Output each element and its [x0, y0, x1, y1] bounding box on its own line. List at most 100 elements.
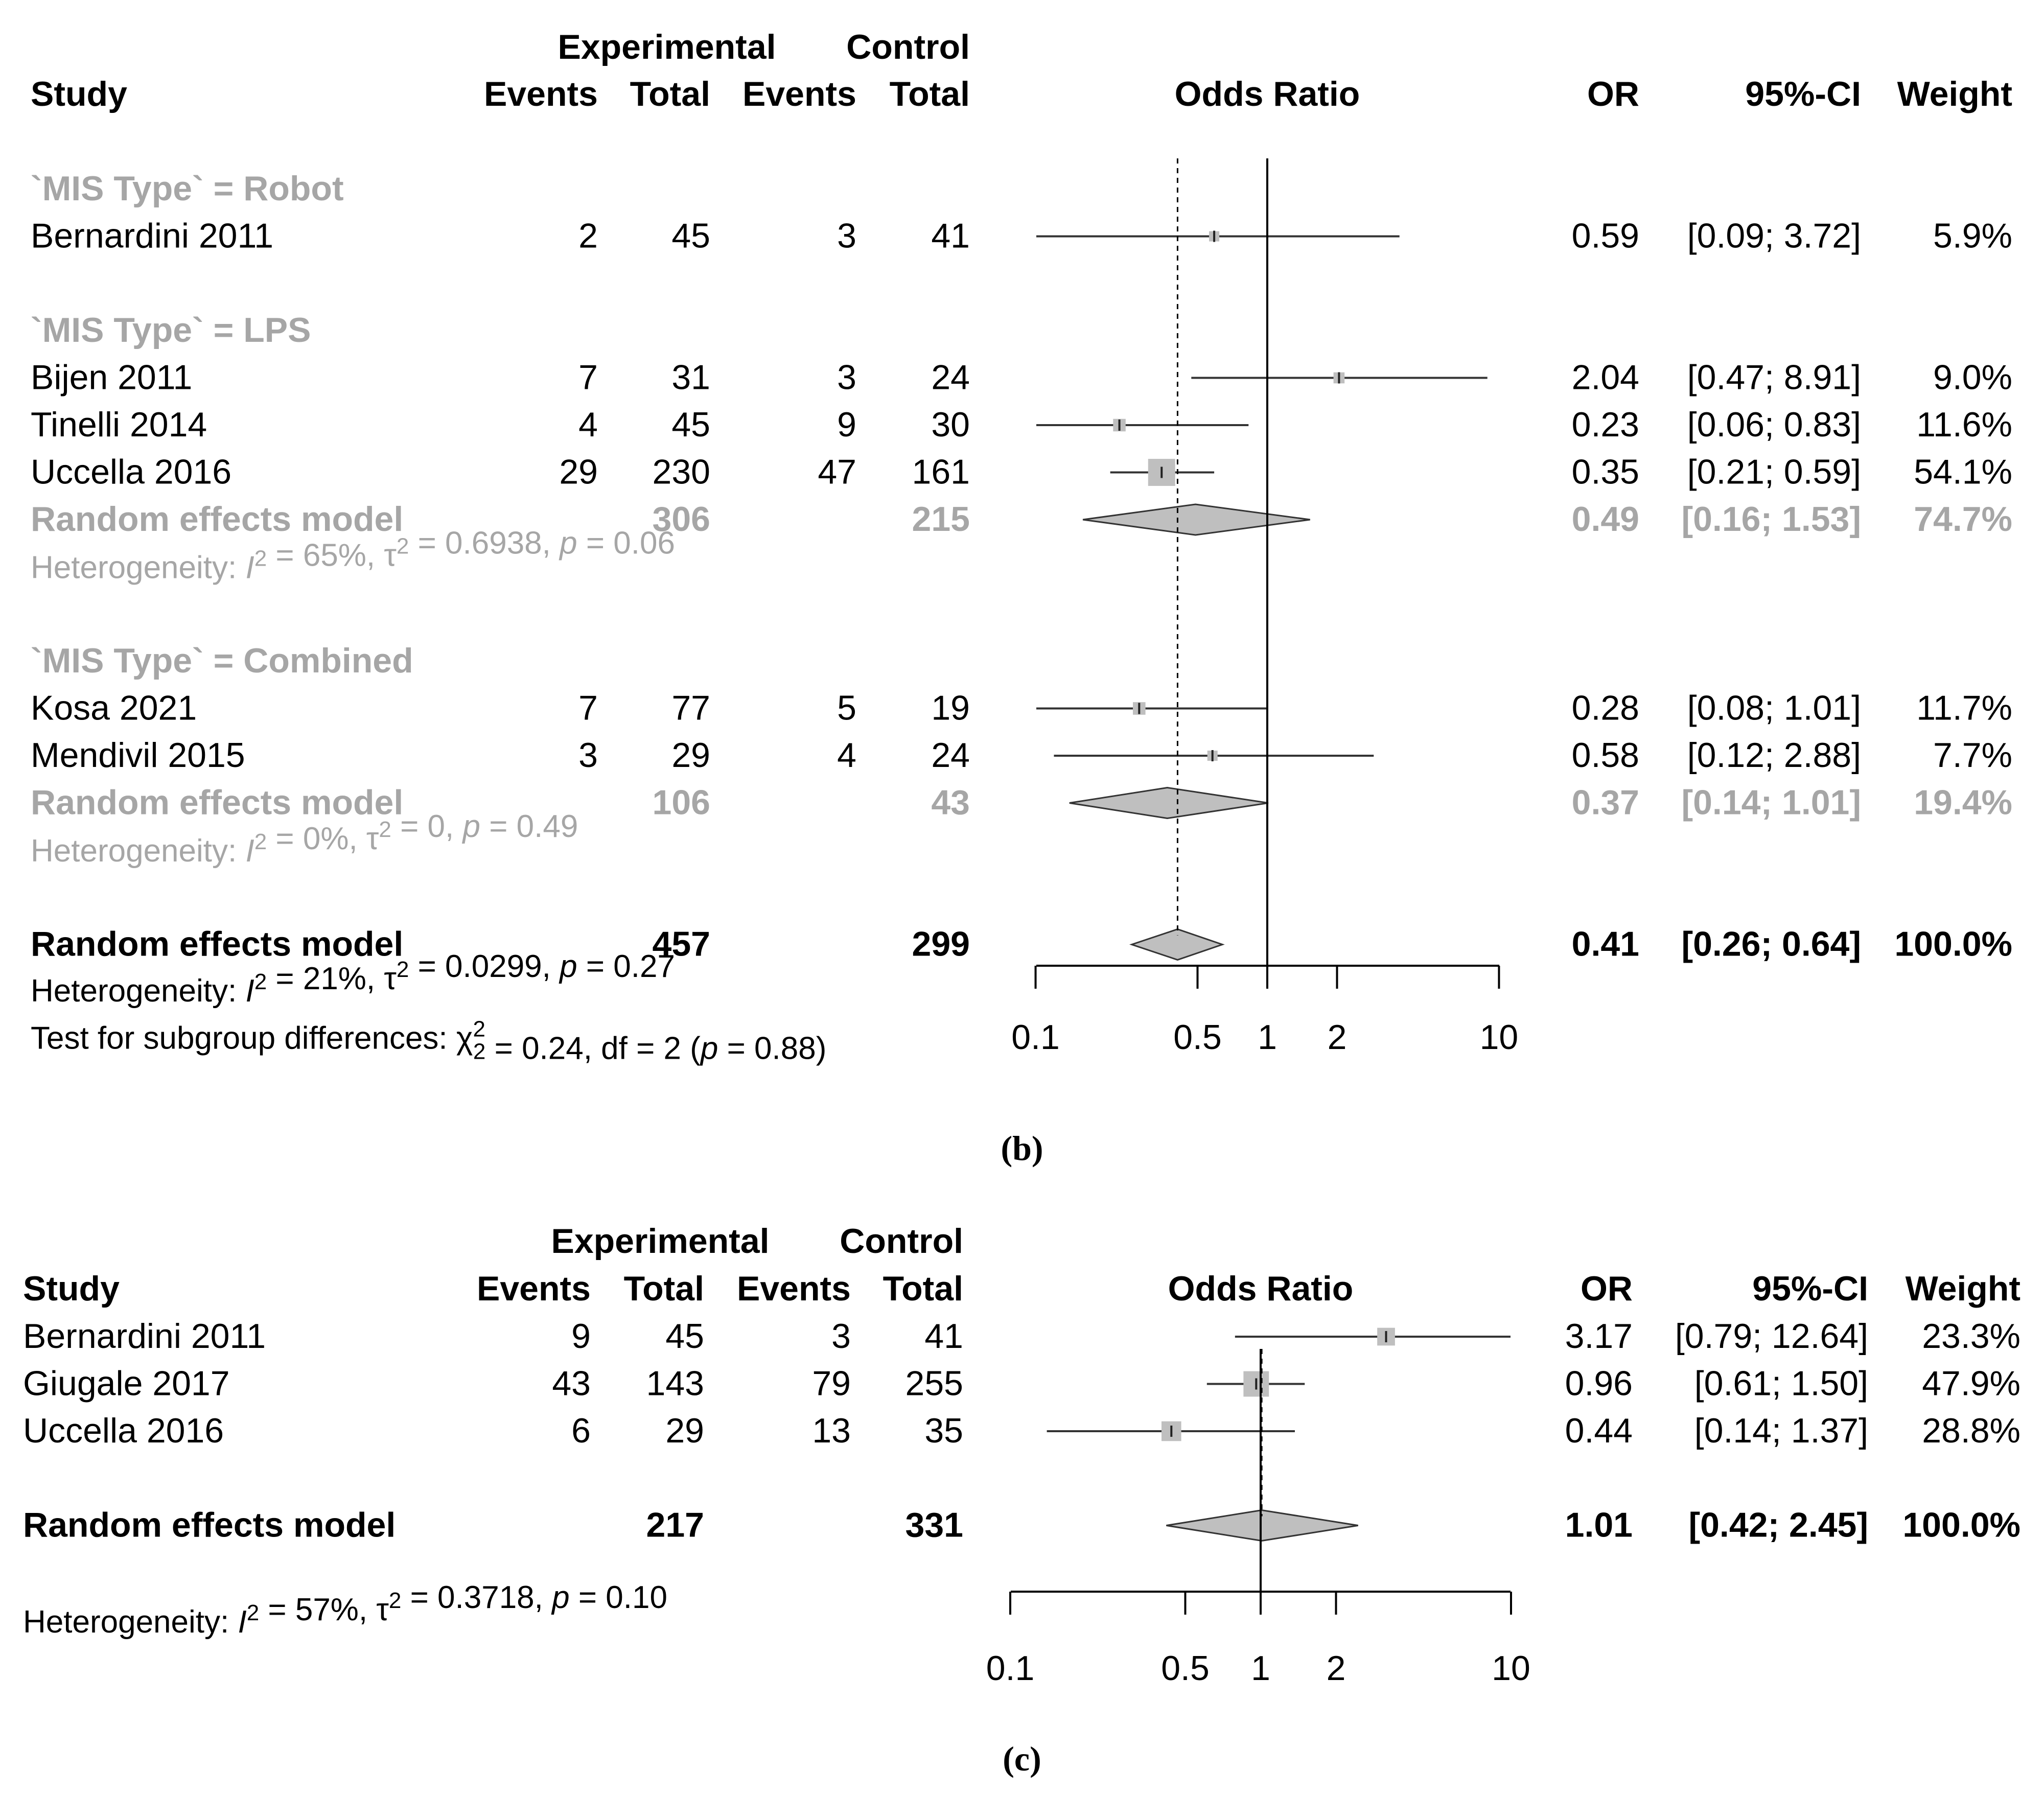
ctrl-total: 255 — [905, 1364, 963, 1403]
footer-part: 2 — [389, 1588, 401, 1613]
exp-total: 31 — [671, 358, 710, 397]
footer-part: Heterogeneity: — [23, 1604, 238, 1640]
ctrl-total: 161 — [912, 453, 970, 492]
ci-header: 95%-CI — [1745, 75, 1861, 113]
exp-events: 4 — [578, 405, 598, 444]
exp-events-header: Events — [484, 75, 598, 113]
exp-total-header: Total — [624, 1269, 704, 1308]
or-value: 0.96 — [1565, 1364, 1633, 1403]
exp-events: 6 — [571, 1411, 591, 1450]
weight-value: 100.0% — [1902, 1506, 2020, 1545]
or-value: 0.44 — [1565, 1411, 1633, 1450]
ci-value: [0.42; 2.45] — [1688, 1506, 1868, 1545]
weight-value: 11.7% — [1916, 689, 2012, 728]
or-value: 0.41 — [1572, 925, 1639, 964]
ctrl-total: 24 — [931, 358, 970, 397]
or-value: 0.58 — [1572, 736, 1639, 775]
exp-total: 306 — [653, 500, 710, 539]
study-name: Uccella 2016 — [23, 1411, 224, 1450]
ci-value: [0.26; 0.64] — [1681, 925, 1861, 964]
ci-value: [0.61; 1.50] — [1694, 1364, 1868, 1403]
ctrl-total: 41 — [924, 1317, 963, 1356]
ctrl-events: 13 — [812, 1411, 851, 1450]
subgroup-heterogeneity-part: p — [559, 526, 577, 561]
ci-header: 95%-CI — [1752, 1269, 1868, 1308]
experimental-header: Experimental — [558, 28, 776, 66]
or-value: 1.01 — [1565, 1506, 1633, 1545]
weight-value: 11.6% — [1916, 405, 2012, 444]
subgroup-heterogeneity-part: 2 — [379, 817, 391, 842]
x-axis-tick-label: 1 — [1251, 1649, 1270, 1688]
weight-header: Weight — [1906, 1269, 2020, 1308]
or-value: 2.04 — [1572, 358, 1639, 397]
overall-heterogeneity: Heterogeneity: I2 = 57%, τ2 = 0.3718, p … — [23, 1580, 667, 1640]
exp-events: 29 — [559, 453, 598, 492]
weight-value: 74.7% — [1914, 500, 2012, 539]
or-value: 0.59 — [1572, 217, 1639, 255]
footer-part: = 0.24, df = 2 ( — [485, 1031, 701, 1066]
ctrl-events-header: Events — [742, 75, 856, 113]
weight-value: 54.1% — [1914, 453, 2012, 492]
exp-total: 45 — [671, 217, 710, 255]
footer-part: = 0.10 — [570, 1580, 667, 1615]
ctrl-total: 35 — [924, 1411, 963, 1450]
exp-events: 2 — [578, 217, 598, 255]
overall-heterogeneity: Test for subgroup differences: χ2 2 = 0.2… — [31, 1017, 826, 1066]
subgroup-heterogeneity-part: I — [245, 833, 254, 869]
x-axis-tick-label: 2 — [1328, 1018, 1347, 1057]
ctrl-events: 3 — [831, 1317, 851, 1356]
footer-part: 2 — [473, 1039, 485, 1064]
weight-value: 47.9% — [1922, 1364, 2020, 1403]
subgroup-label: `MIS Type` = LPS — [31, 311, 311, 349]
exp-total: 29 — [671, 736, 710, 775]
or-value: 0.49 — [1572, 500, 1639, 539]
exp-events-header: Events — [477, 1269, 591, 1308]
subgroup-heterogeneity-part: I — [245, 550, 254, 586]
or-header: OR — [1581, 1269, 1633, 1308]
or-value: 0.28 — [1572, 689, 1639, 728]
subgroup-heterogeneity-part: = 0.49 — [480, 809, 578, 844]
ci-value: [0.14; 1.37] — [1694, 1411, 1868, 1450]
subgroup-heterogeneity-part: = 65%, τ — [267, 538, 397, 573]
exp-total: 29 — [665, 1411, 704, 1450]
footer-part: = 0.3718, — [401, 1580, 552, 1615]
footer-part: Test for subgroup differences: χ — [31, 1021, 473, 1056]
ci-value: [0.08; 1.01] — [1687, 689, 1861, 728]
x-axis-tick-label: 2 — [1327, 1649, 1346, 1688]
footer-part: p — [700, 1031, 718, 1066]
footer-part: I — [245, 973, 254, 1009]
footer-part: I — [238, 1604, 246, 1640]
x-axis-tick-label: 0.5 — [1173, 1018, 1222, 1057]
ci-value: [0.09; 3.72] — [1687, 217, 1861, 255]
exp-total-header: Total — [630, 75, 710, 113]
ctrl-total: 299 — [912, 925, 970, 964]
weight-value: 5.9% — [1933, 217, 2012, 255]
subgroup-heterogeneity-part: = 0.6938, — [409, 526, 560, 561]
ctrl-total: 215 — [912, 500, 970, 539]
ctrl-total-header: Total — [883, 1269, 963, 1308]
exp-total: 106 — [653, 783, 710, 822]
ctrl-total: 30 — [931, 405, 970, 444]
ci-value: [0.47; 8.91] — [1687, 358, 1861, 397]
study-header: Study — [31, 75, 127, 113]
ctrl-total: 331 — [905, 1506, 963, 1545]
subgroup-diamond — [1069, 786, 1269, 820]
subgroup-heterogeneity-part: = 0.06 — [577, 526, 675, 561]
study-name: Mendivil 2015 — [31, 736, 245, 775]
or-value: 0.35 — [1572, 453, 1639, 492]
odds-ratio-header: Odds Ratio — [1168, 1269, 1354, 1308]
control-header: Control — [840, 1222, 963, 1261]
exp-total: 45 — [665, 1317, 704, 1356]
exp-total: 45 — [671, 405, 710, 444]
footer-part: 2 — [254, 969, 267, 994]
exp-events: 9 — [571, 1317, 591, 1356]
ctrl-events: 79 — [812, 1364, 851, 1403]
overall-heterogeneity: Heterogeneity: I2 = 21%, τ2 = 0.0299, p … — [31, 949, 675, 1009]
subgroup-heterogeneity-part: p — [461, 809, 480, 844]
footer-part: 2 — [247, 1600, 259, 1625]
overall-diamond — [1129, 928, 1225, 961]
ci-value: [0.14; 1.01] — [1681, 783, 1861, 822]
ctrl-total: 41 — [931, 217, 970, 255]
subgroup-heterogeneity: Heterogeneity: I2 = 65%, τ2 = 0.6938, p … — [31, 526, 675, 586]
